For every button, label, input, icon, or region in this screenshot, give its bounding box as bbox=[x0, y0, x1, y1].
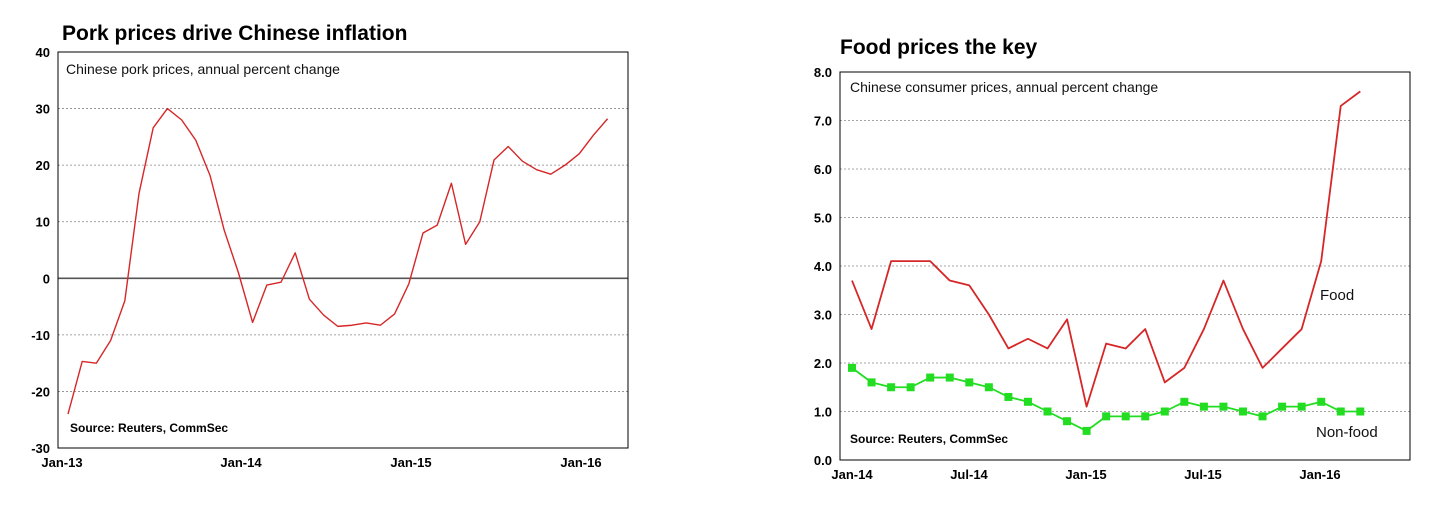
chart2-nonfood-point bbox=[1121, 412, 1130, 421]
chart2-nonfood-point bbox=[1356, 407, 1365, 416]
chart2-x-tick-label: Jul-15 bbox=[1184, 467, 1222, 482]
chart1-series bbox=[67, 107, 609, 415]
chart1-y-tick-label: 10 bbox=[36, 215, 50, 230]
chart2-nonfood-point bbox=[1199, 402, 1208, 411]
chart2-y-tick-label: 0.0 bbox=[814, 453, 832, 468]
chart2-y-tick-label: 4.0 bbox=[814, 259, 832, 274]
chart1-y-axis: -30 -20 -10 0 10 20 30 40 bbox=[31, 45, 50, 456]
chart2-nonfood-point bbox=[867, 378, 876, 387]
chart2-nonfood-point bbox=[887, 383, 896, 392]
chart2-y-axis: 0.0 1.0 2.0 3.0 4.0 5.0 6.0 7.0 8.0 bbox=[814, 65, 832, 468]
chart1-x-axis: Jan-13 Jan-14 Jan-15 Jan-16 bbox=[41, 455, 601, 470]
chart2-y-tick-label: 7.0 bbox=[814, 114, 832, 129]
chart1-plot-frame bbox=[57, 51, 629, 449]
chart2-nonfood-point bbox=[1297, 402, 1306, 411]
chart2-nonfood-point bbox=[1336, 407, 1345, 416]
chart2-x-tick-label: Jan-16 bbox=[1299, 467, 1340, 482]
chart1-y-tick-label: 0 bbox=[43, 271, 50, 286]
chart2-nonfood-point bbox=[848, 363, 856, 372]
chart2-y-tick-label: 3.0 bbox=[814, 308, 832, 323]
chart1-x-tick-label: Jan-15 bbox=[390, 455, 431, 470]
chart1-y-tick-label: -10 bbox=[31, 328, 50, 343]
chart2-nonfood-point bbox=[926, 373, 935, 382]
chart1-source: Source: Reuters, CommSec bbox=[70, 421, 228, 435]
chart2-nonfood-point bbox=[945, 373, 954, 382]
chart2-nonfood-point bbox=[1102, 412, 1111, 421]
chart2-nonfood-point bbox=[1004, 392, 1013, 401]
chart2-plot-frame bbox=[839, 71, 1411, 461]
chart1-title: Pork prices drive Chinese inflation bbox=[62, 22, 407, 45]
chart2-y-tick-label: 8.0 bbox=[814, 65, 832, 80]
chart2-legend-food: Food bbox=[1320, 287, 1354, 304]
chart1-y-tick-label: 40 bbox=[36, 45, 50, 60]
chart1-y-tick-label: -20 bbox=[31, 384, 50, 399]
chart2-y-tick-label: 5.0 bbox=[814, 211, 832, 226]
chart2-y-tick-label: 1.0 bbox=[814, 405, 832, 420]
chart-food-prices: Food prices the key Chinese consumer pri… bbox=[814, 36, 1411, 482]
chart2-nonfood-point bbox=[1258, 412, 1267, 421]
chart2-nonfood-point bbox=[1141, 412, 1150, 421]
chart1-gridlines bbox=[58, 108, 628, 392]
chart1-y-tick-label: 30 bbox=[36, 102, 50, 117]
chart2-nonfood-point bbox=[1023, 397, 1032, 406]
chart2-source: Source: Reuters, CommSec bbox=[850, 432, 1008, 446]
chart2-nonfood-point bbox=[1180, 397, 1189, 406]
chart1-x-tick-label: Jan-14 bbox=[220, 455, 262, 470]
chart1-x-tick-label: Jan-13 bbox=[41, 455, 82, 470]
chart2-nonfood-point bbox=[965, 378, 974, 387]
chart2-nonfood-point bbox=[1082, 426, 1091, 435]
chart2-nonfood-point bbox=[1317, 397, 1326, 406]
chart2-gridlines bbox=[840, 120, 1410, 412]
chart2-x-tick-label: Jul-14 bbox=[950, 467, 988, 482]
chart2-nonfood-point bbox=[1239, 407, 1247, 416]
chart2-x-tick-label: Jan-15 bbox=[1065, 467, 1106, 482]
chart2-subtitle: Chinese consumer prices, annual percent … bbox=[850, 79, 1158, 95]
chart2-y-tick-label: 2.0 bbox=[814, 356, 832, 371]
chart2-x-tick-label: Jan-14 bbox=[831, 467, 873, 482]
chart1-series-line-0 bbox=[67, 107, 609, 415]
chart2-series bbox=[848, 90, 1365, 435]
chart2-y-tick-label: 6.0 bbox=[814, 162, 832, 177]
chart2-nonfood-point bbox=[1219, 402, 1228, 411]
chart2-nonfood-point bbox=[1043, 407, 1052, 416]
chart2-nonfood-point bbox=[1160, 407, 1169, 416]
chart2-title: Food prices the key bbox=[840, 36, 1038, 59]
chart2-nonfood-point bbox=[1278, 402, 1287, 411]
chart2-nonfood-point bbox=[1063, 417, 1072, 426]
chart-pork-prices: Pork prices drive Chinese inflation Chin… bbox=[31, 22, 629, 470]
chart1-x-tick-label: Jan-16 bbox=[560, 455, 601, 470]
chart1-subtitle: Chinese pork prices, annual percent chan… bbox=[66, 61, 340, 77]
chart2-x-axis: Jan-14 Jul-14 Jan-15 Jul-15 Jan-16 bbox=[831, 467, 1340, 482]
chart2-legend-nonfood: Non-food bbox=[1316, 424, 1378, 441]
chart2-nonfood-point bbox=[906, 383, 915, 392]
chart1-y-tick-label: -30 bbox=[31, 441, 50, 456]
chart1-y-tick-label: 20 bbox=[36, 158, 50, 173]
chart2-series-line-food bbox=[851, 90, 1361, 408]
chart2-nonfood-point bbox=[984, 383, 993, 392]
